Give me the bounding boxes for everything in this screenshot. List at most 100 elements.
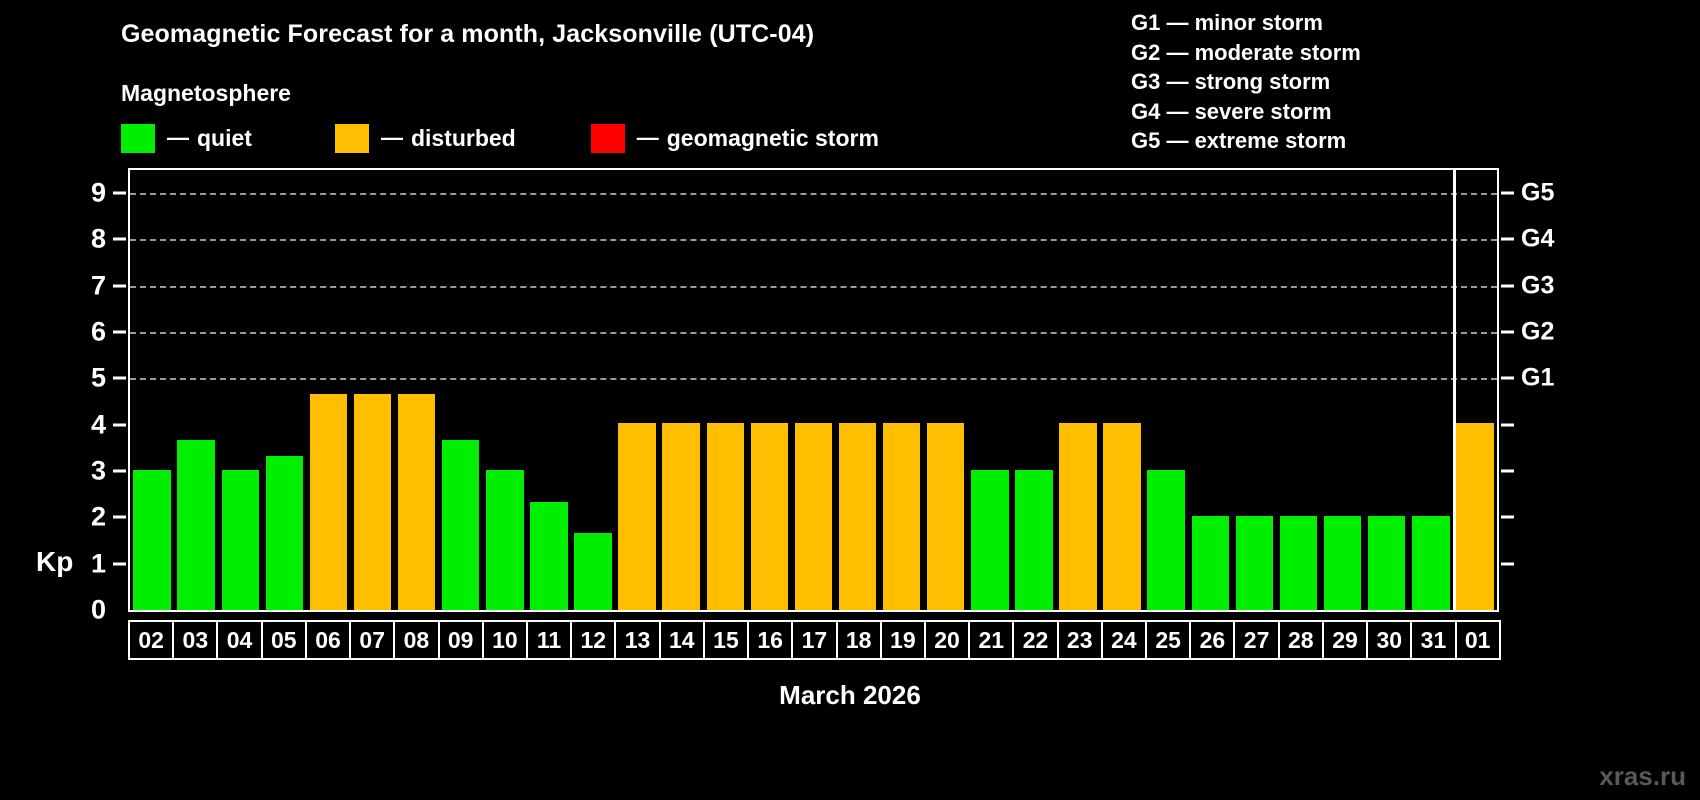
date-label-24[interactable]: 24 <box>1100 620 1148 660</box>
bar-slot <box>615 170 659 610</box>
date-label-05[interactable]: 05 <box>260 620 307 660</box>
bar-slot <box>791 170 835 610</box>
bar-day-03[interactable] <box>177 440 215 610</box>
bar-day-28[interactable] <box>1279 515 1318 610</box>
date-label-04[interactable]: 04 <box>216 620 263 660</box>
date-label-29[interactable]: 29 <box>1321 620 1369 660</box>
bar-day-13[interactable] <box>618 423 656 610</box>
date-label-30[interactable]: 30 <box>1366 620 1413 660</box>
bar-day-21[interactable] <box>971 469 1009 610</box>
legend-dash: — <box>380 125 403 150</box>
bar-slot <box>1056 170 1100 610</box>
date-label-18[interactable]: 18 <box>835 620 882 660</box>
date-label-27[interactable]: 27 <box>1233 620 1280 660</box>
date-label-16[interactable]: 16 <box>747 620 794 660</box>
x-axis-title: March 2026 <box>779 680 921 710</box>
date-label-07[interactable]: 07 <box>349 620 396 660</box>
date-label-15[interactable]: 15 <box>702 620 750 660</box>
bar-slot <box>836 170 880 610</box>
bar-day-26[interactable] <box>1191 515 1230 610</box>
bar-slot <box>1453 170 1497 610</box>
bar-day-17[interactable] <box>794 423 833 610</box>
y-tick-mark-9 <box>113 191 126 195</box>
bar-slot <box>218 170 262 610</box>
bar-day-24[interactable] <box>1103 423 1141 610</box>
storm-scale-legend: G1 — minor storm G2 — moderate storm G3 — … <box>1131 8 1361 156</box>
bar-day-08[interactable] <box>397 393 436 610</box>
bar-day-10[interactable] <box>486 469 524 610</box>
date-label-12[interactable]: 12 <box>570 620 617 660</box>
date-label-20[interactable]: 20 <box>923 620 971 660</box>
date-label-19[interactable]: 19 <box>879 620 926 660</box>
y-tick-mark-7 <box>113 284 126 288</box>
gridline-kp-7 <box>130 285 1497 288</box>
bar-day-16[interactable] <box>750 423 789 610</box>
date-label-28[interactable]: 28 <box>1277 620 1324 660</box>
date-label-03[interactable]: 03 <box>172 620 219 660</box>
date-label-10[interactable]: 10 <box>481 620 528 660</box>
g-tick-mark-G3 <box>1501 284 1514 288</box>
bar-day-02[interactable] <box>133 469 171 610</box>
green-square-icon <box>121 123 155 153</box>
bar-day-09[interactable] <box>441 440 480 610</box>
date-label-08[interactable]: 08 <box>393 620 440 660</box>
bar-day-12[interactable] <box>574 532 612 610</box>
date-label-01[interactable]: 01 <box>1454 620 1501 660</box>
date-label-25[interactable]: 25 <box>1145 620 1192 660</box>
bar-day-30[interactable] <box>1367 515 1406 610</box>
red-square-icon <box>590 123 625 153</box>
date-label-14[interactable]: 14 <box>658 620 705 660</box>
bar-day-06[interactable] <box>309 393 348 610</box>
bar-day-11[interactable] <box>530 502 568 610</box>
bar-day-22[interactable] <box>1015 469 1053 610</box>
bar-day-31[interactable] <box>1412 515 1450 610</box>
date-label-22[interactable]: 22 <box>1012 620 1059 660</box>
bar-day-14[interactable] <box>662 423 700 610</box>
date-label-06[interactable]: 06 <box>304 620 352 660</box>
date-label-21[interactable]: 21 <box>968 620 1015 660</box>
bar-day-07[interactable] <box>353 393 392 610</box>
legend-item-quiet: — quiet <box>121 123 252 153</box>
bar-slot <box>1276 170 1320 610</box>
date-label-13[interactable]: 13 <box>614 620 661 660</box>
gridline-kp-5 <box>130 378 1497 381</box>
x-axis-date-labels: 02 03 04 05 06 07 08 09 10 11 12 13 14 15 16 17 18 19 20 21… <box>128 620 1501 660</box>
month-separator-line <box>1452 170 1456 610</box>
y-tick-label-3: 3 <box>90 455 106 486</box>
bar-day-19[interactable] <box>882 423 921 610</box>
date-label-31[interactable]: 31 <box>1410 620 1457 660</box>
bar-day-23[interactable] <box>1059 423 1097 610</box>
bar-day-20[interactable] <box>927 423 965 610</box>
bar-day-01[interactable] <box>1456 423 1494 610</box>
bar-slot <box>1188 170 1232 610</box>
y-tick-label-4: 4 <box>90 409 106 440</box>
bar-day-27[interactable] <box>1235 515 1274 610</box>
y-tick-label-0: 0 <box>90 594 106 625</box>
date-label-26[interactable]: 26 <box>1189 620 1236 660</box>
bar-day-29[interactable] <box>1323 515 1362 610</box>
date-label-11[interactable]: 11 <box>525 620 573 660</box>
bar-slot <box>174 170 218 610</box>
g-tick-label-G4: G4 <box>1521 224 1555 253</box>
bar-day-15[interactable] <box>706 423 744 610</box>
legend-item-disturbed: — disturbed <box>334 123 516 153</box>
date-label-23[interactable]: 23 <box>1056 620 1103 660</box>
y-tick-label-2: 2 <box>90 501 106 532</box>
bar-series <box>130 170 1497 610</box>
legend-dash: — <box>167 125 189 150</box>
bar-day-25[interactable] <box>1147 469 1185 610</box>
gridline-kp-6 <box>130 332 1497 335</box>
bar-day-04[interactable] <box>221 469 259 610</box>
date-label-17[interactable]: 17 <box>791 620 838 660</box>
bar-day-05[interactable] <box>265 455 304 610</box>
g-scale-axis: G1 G2 G3 G4 G5 <box>1501 168 1700 612</box>
storm-scale-line-2: G2 — moderate storm <box>1131 39 1361 65</box>
bar-day-18[interactable] <box>838 423 877 610</box>
legend-dash: — <box>636 125 659 150</box>
y-axis-title: Kp <box>36 546 74 577</box>
date-label-09[interactable]: 09 <box>437 620 484 660</box>
y-tick-label-1: 1 <box>90 548 106 579</box>
bar-slot <box>1100 170 1144 610</box>
date-label-02[interactable]: 02 <box>128 620 175 660</box>
